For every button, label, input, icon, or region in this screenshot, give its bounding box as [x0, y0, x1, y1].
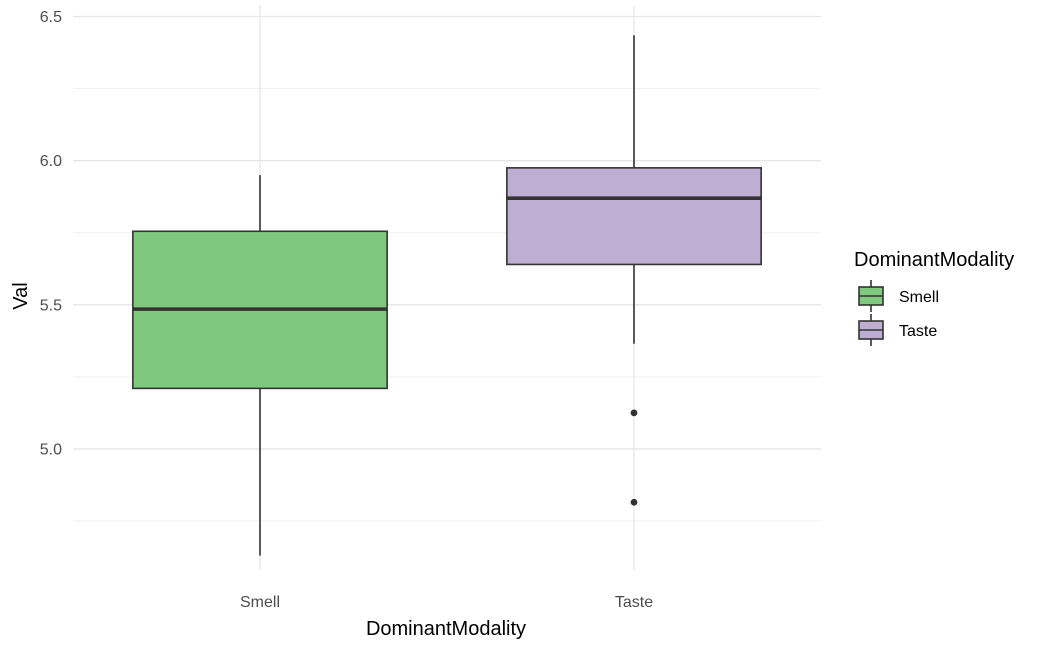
y-axis-ticks: 5.0 5.5 6.0 6.5	[40, 9, 62, 458]
y-tick-label: 5.5	[40, 297, 62, 314]
iqr-box	[506, 167, 762, 266]
legend-label: Taste	[899, 323, 937, 340]
legend-label: Smell	[899, 289, 939, 306]
box-smell	[132, 175, 388, 556]
y-tick-label: 5.0	[40, 441, 62, 458]
x-tick-label: Taste	[615, 594, 653, 611]
legend-item-taste: Taste	[858, 314, 937, 346]
y-tick-label: 6.5	[40, 9, 62, 26]
boxes	[132, 35, 762, 556]
box-taste	[506, 35, 762, 506]
y-axis-title: Val	[10, 282, 32, 309]
legend-item-smell: Smell	[858, 280, 939, 312]
outlier-point	[630, 409, 638, 417]
x-tick-label: Smell	[240, 594, 280, 611]
y-tick-label: 6.0	[40, 153, 62, 170]
x-axis-ticks: Smell Taste	[240, 594, 653, 611]
outlier-point	[630, 498, 638, 506]
legend: DominantModality Smell Taste	[854, 249, 1014, 346]
legend-title: DominantModality	[854, 249, 1014, 271]
x-axis-title: DominantModality	[366, 618, 526, 640]
